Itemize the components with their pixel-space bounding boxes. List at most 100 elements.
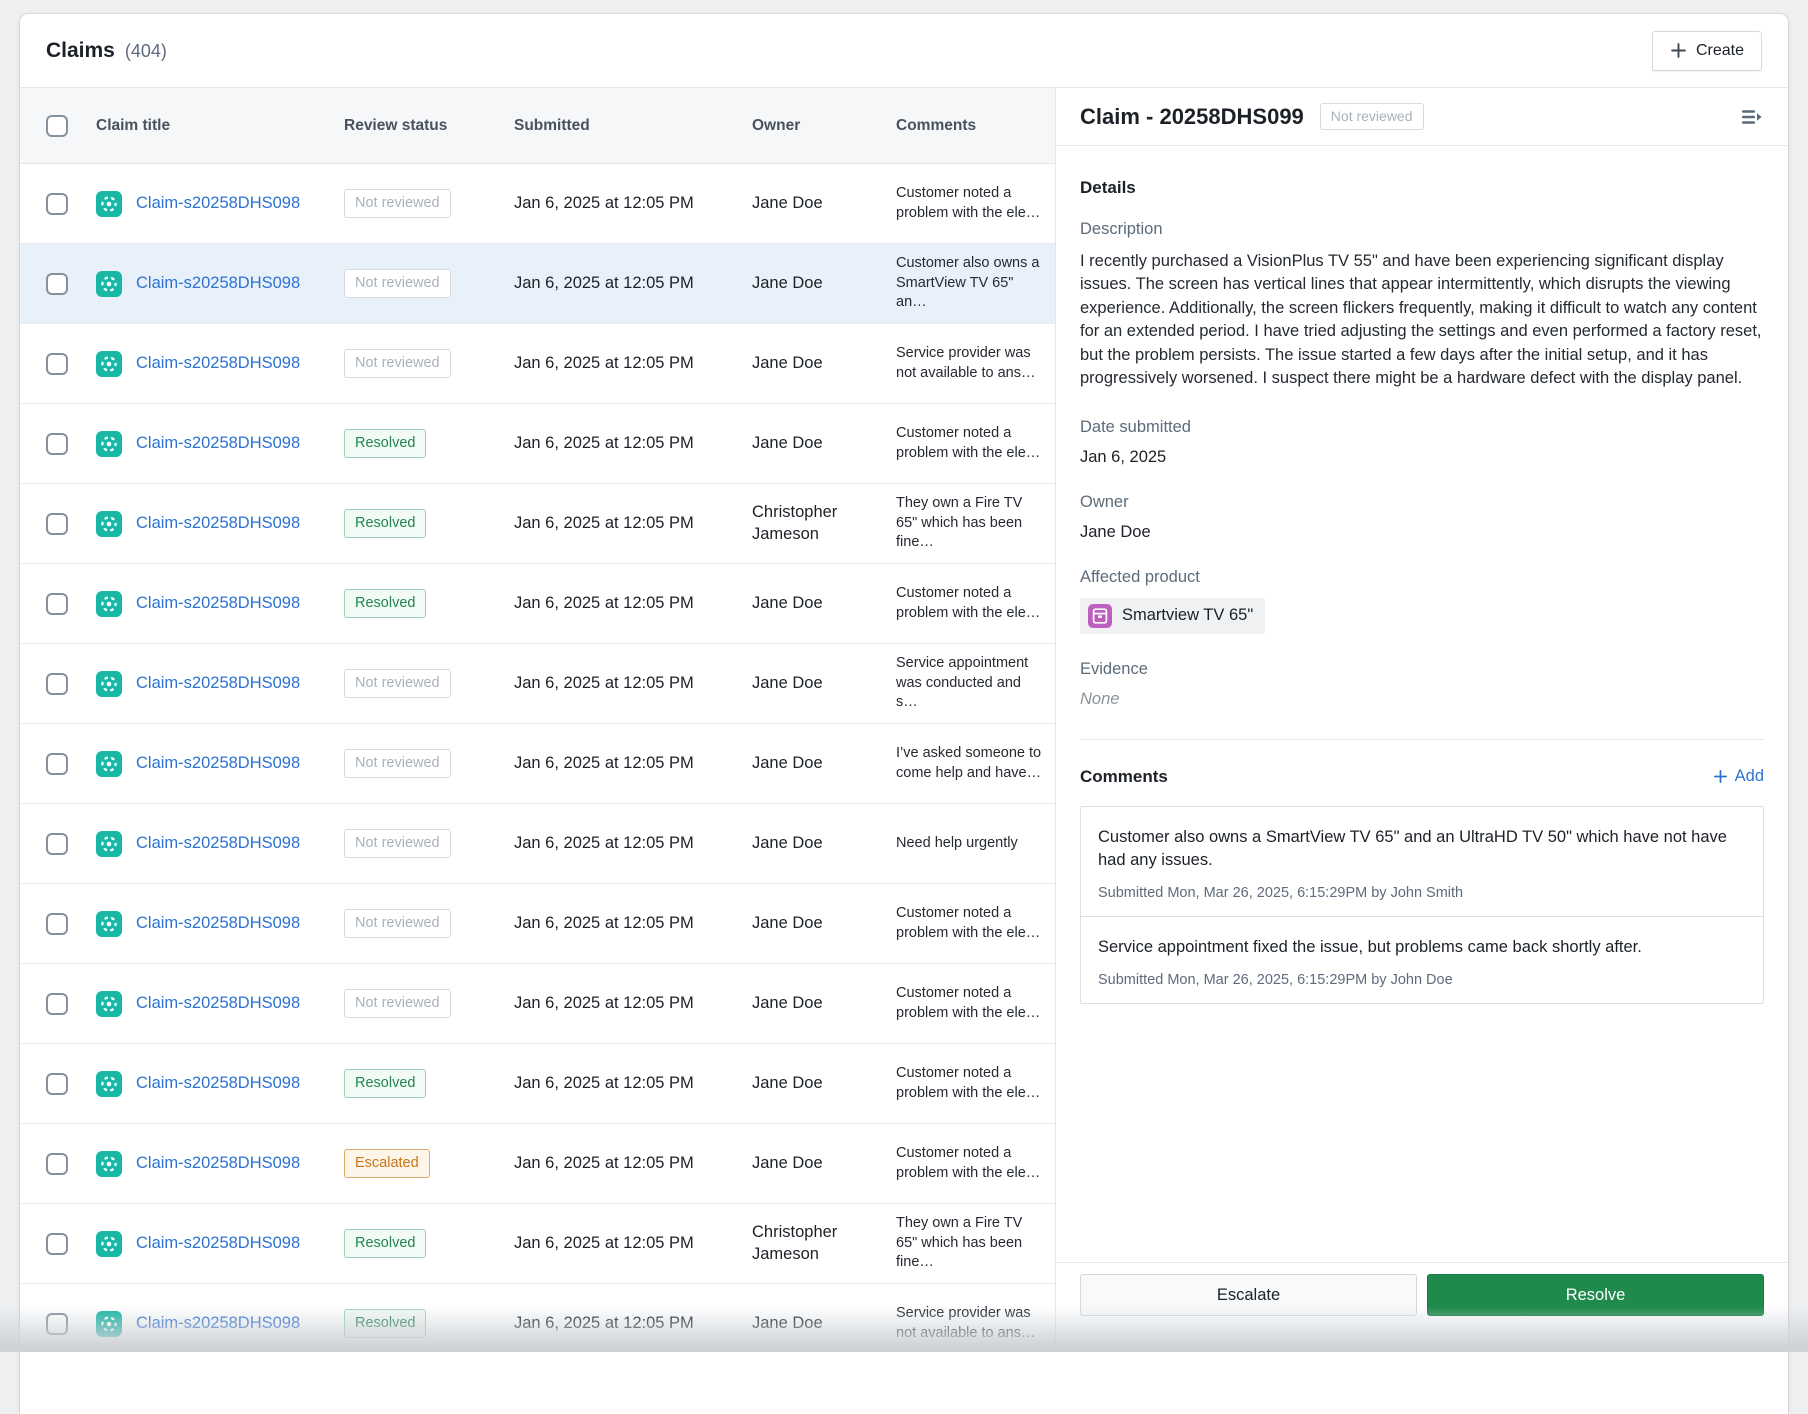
- submitted-cell: Jan 6, 2025 at 12:05 PM: [514, 1314, 752, 1333]
- column-header-submitted[interactable]: Submitted: [514, 117, 752, 135]
- status-badge: Resolved: [344, 429, 426, 457]
- column-header-owner[interactable]: Owner: [752, 117, 896, 135]
- row-checkbox[interactable]: [46, 1073, 68, 1095]
- row-checkbox[interactable]: [46, 913, 68, 935]
- review-status-cell: Not reviewed: [344, 669, 514, 697]
- add-comment-button[interactable]: Add: [1713, 767, 1764, 786]
- claim-title-cell: Claim-s20258DHS098: [96, 991, 344, 1017]
- submitted-cell: Jan 6, 2025 at 12:05 PM: [514, 354, 752, 373]
- table-row[interactable]: Claim-s20258DHS098 Escalated Jan 6, 2025…: [20, 1124, 1055, 1204]
- row-checkbox[interactable]: [46, 593, 68, 615]
- affected-product-chip[interactable]: Smartview TV 65": [1080, 598, 1265, 634]
- submitted-cell: Jan 6, 2025 at 12:05 PM: [514, 674, 752, 693]
- claim-link[interactable]: Claim-s20258DHS098: [136, 674, 300, 693]
- claim-title-cell: Claim-s20258DHS098: [96, 1151, 344, 1177]
- add-comment-label: Add: [1735, 767, 1764, 786]
- claim-title-cell: Claim-s20258DHS098: [96, 1071, 344, 1097]
- table-row[interactable]: Claim-s20258DHS098 Not reviewed Jan 6, 2…: [20, 164, 1055, 244]
- escalate-button[interactable]: Escalate: [1080, 1274, 1417, 1316]
- claim-link[interactable]: Claim-s20258DHS098: [136, 1074, 300, 1093]
- claims-table: Claim title Review status Submitted Owne…: [20, 88, 1055, 1352]
- affected-product-label: Affected product: [1080, 568, 1764, 587]
- table-row[interactable]: Claim-s20258DHS098 Resolved Jan 6, 2025 …: [20, 1284, 1055, 1352]
- claim-link[interactable]: Claim-s20258DHS098: [136, 514, 300, 533]
- table-row[interactable]: Claim-s20258DHS098 Not reviewed Jan 6, 2…: [20, 324, 1055, 404]
- owner-label: Owner: [1080, 493, 1764, 512]
- comment-cell: Customer noted a problem with the ele…: [896, 184, 1055, 223]
- table-row[interactable]: Claim-s20258DHS098 Not reviewed Jan 6, 2…: [20, 804, 1055, 884]
- comments-heading: Comments: [1080, 767, 1168, 787]
- resolve-button[interactable]: Resolve: [1427, 1274, 1764, 1316]
- row-checkbox[interactable]: [46, 433, 68, 455]
- claim-link[interactable]: Claim-s20258DHS098: [136, 274, 300, 293]
- column-header-review-status[interactable]: Review status: [344, 117, 514, 135]
- table-row[interactable]: Claim-s20258DHS098 Not reviewed Jan 6, 2…: [20, 644, 1055, 724]
- review-status-cell: Not reviewed: [344, 829, 514, 857]
- claim-title-cell: Claim-s20258DHS098: [96, 751, 344, 777]
- owner-cell: Christopher Jameson: [752, 1222, 896, 1265]
- submitted-cell: Jan 6, 2025 at 12:05 PM: [514, 434, 752, 453]
- claim-link[interactable]: Claim-s20258DHS098: [136, 354, 300, 373]
- review-status-cell: Resolved: [344, 589, 514, 617]
- create-button-label: Create: [1696, 42, 1744, 60]
- claim-link[interactable]: Claim-s20258DHS098: [136, 1154, 300, 1173]
- row-checkbox[interactable]: [46, 993, 68, 1015]
- table-row[interactable]: Claim-s20258DHS098 Resolved Jan 6, 2025 …: [20, 404, 1055, 484]
- affected-product-name: Smartview TV 65": [1122, 606, 1253, 625]
- table-row[interactable]: Claim-s20258DHS098 Resolved Jan 6, 2025 …: [20, 1044, 1055, 1124]
- submitted-cell: Jan 6, 2025 at 12:05 PM: [514, 1234, 752, 1253]
- row-checkbox-cell: [20, 833, 96, 855]
- status-badge: Not reviewed: [344, 189, 451, 217]
- claim-object-icon: [96, 991, 122, 1017]
- evidence-value: None: [1080, 690, 1764, 709]
- row-checkbox[interactable]: [46, 753, 68, 775]
- row-checkbox-cell: [20, 273, 96, 295]
- submitted-cell: Jan 6, 2025 at 12:05 PM: [514, 914, 752, 933]
- table-row[interactable]: Claim-s20258DHS098 Not reviewed Jan 6, 2…: [20, 884, 1055, 964]
- row-checkbox[interactable]: [46, 193, 68, 215]
- table-header-row: Claim title Review status Submitted Owne…: [20, 88, 1055, 164]
- claim-link[interactable]: Claim-s20258DHS098: [136, 914, 300, 933]
- select-all-checkbox[interactable]: [46, 115, 68, 137]
- row-checkbox[interactable]: [46, 273, 68, 295]
- evidence-label: Evidence: [1080, 660, 1764, 679]
- comment-cell: Service appointment was conducted and s…: [896, 654, 1055, 713]
- claim-link[interactable]: Claim-s20258DHS098: [136, 434, 300, 453]
- comment-cell: I’ve asked someone to come help and have…: [896, 744, 1055, 783]
- claims-window: Claims (404) Create Claim title Review s…: [20, 14, 1788, 1414]
- row-checkbox-cell: [20, 513, 96, 535]
- claim-link[interactable]: Claim-s20258DHS098: [136, 994, 300, 1013]
- table-row[interactable]: Claim-s20258DHS098 Not reviewed Jan 6, 2…: [20, 964, 1055, 1044]
- review-status-cell: Resolved: [344, 1229, 514, 1257]
- claim-link[interactable]: Claim-s20258DHS098: [136, 594, 300, 613]
- row-checkbox[interactable]: [46, 513, 68, 535]
- claim-title-cell: Claim-s20258DHS098: [96, 431, 344, 457]
- claim-link[interactable]: Claim-s20258DHS098: [136, 1234, 300, 1253]
- claim-object-icon: [96, 1311, 122, 1337]
- owner-cell: Christopher Jameson: [752, 502, 896, 545]
- row-checkbox[interactable]: [46, 1153, 68, 1175]
- claim-link[interactable]: Claim-s20258DHS098: [136, 1314, 300, 1333]
- page-header: Claims (404) Create: [20, 14, 1788, 88]
- claim-link[interactable]: Claim-s20258DHS098: [136, 194, 300, 213]
- table-row[interactable]: Claim-s20258DHS098 Not reviewed Jan 6, 2…: [20, 244, 1055, 324]
- claim-link[interactable]: Claim-s20258DHS098: [136, 754, 300, 773]
- create-button[interactable]: Create: [1652, 31, 1762, 71]
- table-row[interactable]: Claim-s20258DHS098 Not reviewed Jan 6, 2…: [20, 724, 1055, 804]
- table-row[interactable]: Claim-s20258DHS098 Resolved Jan 6, 2025 …: [20, 484, 1055, 564]
- row-checkbox[interactable]: [46, 1233, 68, 1255]
- panel-collapse-button[interactable]: [1740, 107, 1764, 127]
- plus-icon: [1713, 769, 1728, 784]
- row-checkbox-cell: [20, 593, 96, 615]
- column-header-claim-title[interactable]: Claim title: [96, 117, 344, 135]
- claim-link[interactable]: Claim-s20258DHS098: [136, 834, 300, 853]
- row-checkbox[interactable]: [46, 353, 68, 375]
- submitted-cell: Jan 6, 2025 at 12:05 PM: [514, 594, 752, 613]
- row-checkbox[interactable]: [46, 673, 68, 695]
- row-checkbox[interactable]: [46, 1313, 68, 1335]
- table-row[interactable]: Claim-s20258DHS098 Resolved Jan 6, 2025 …: [20, 564, 1055, 644]
- column-header-comments[interactable]: Comments: [896, 117, 1055, 135]
- table-row[interactable]: Claim-s20258DHS098 Resolved Jan 6, 2025 …: [20, 1204, 1055, 1284]
- date-submitted-value: Jan 6, 2025: [1080, 448, 1764, 467]
- row-checkbox[interactable]: [46, 833, 68, 855]
